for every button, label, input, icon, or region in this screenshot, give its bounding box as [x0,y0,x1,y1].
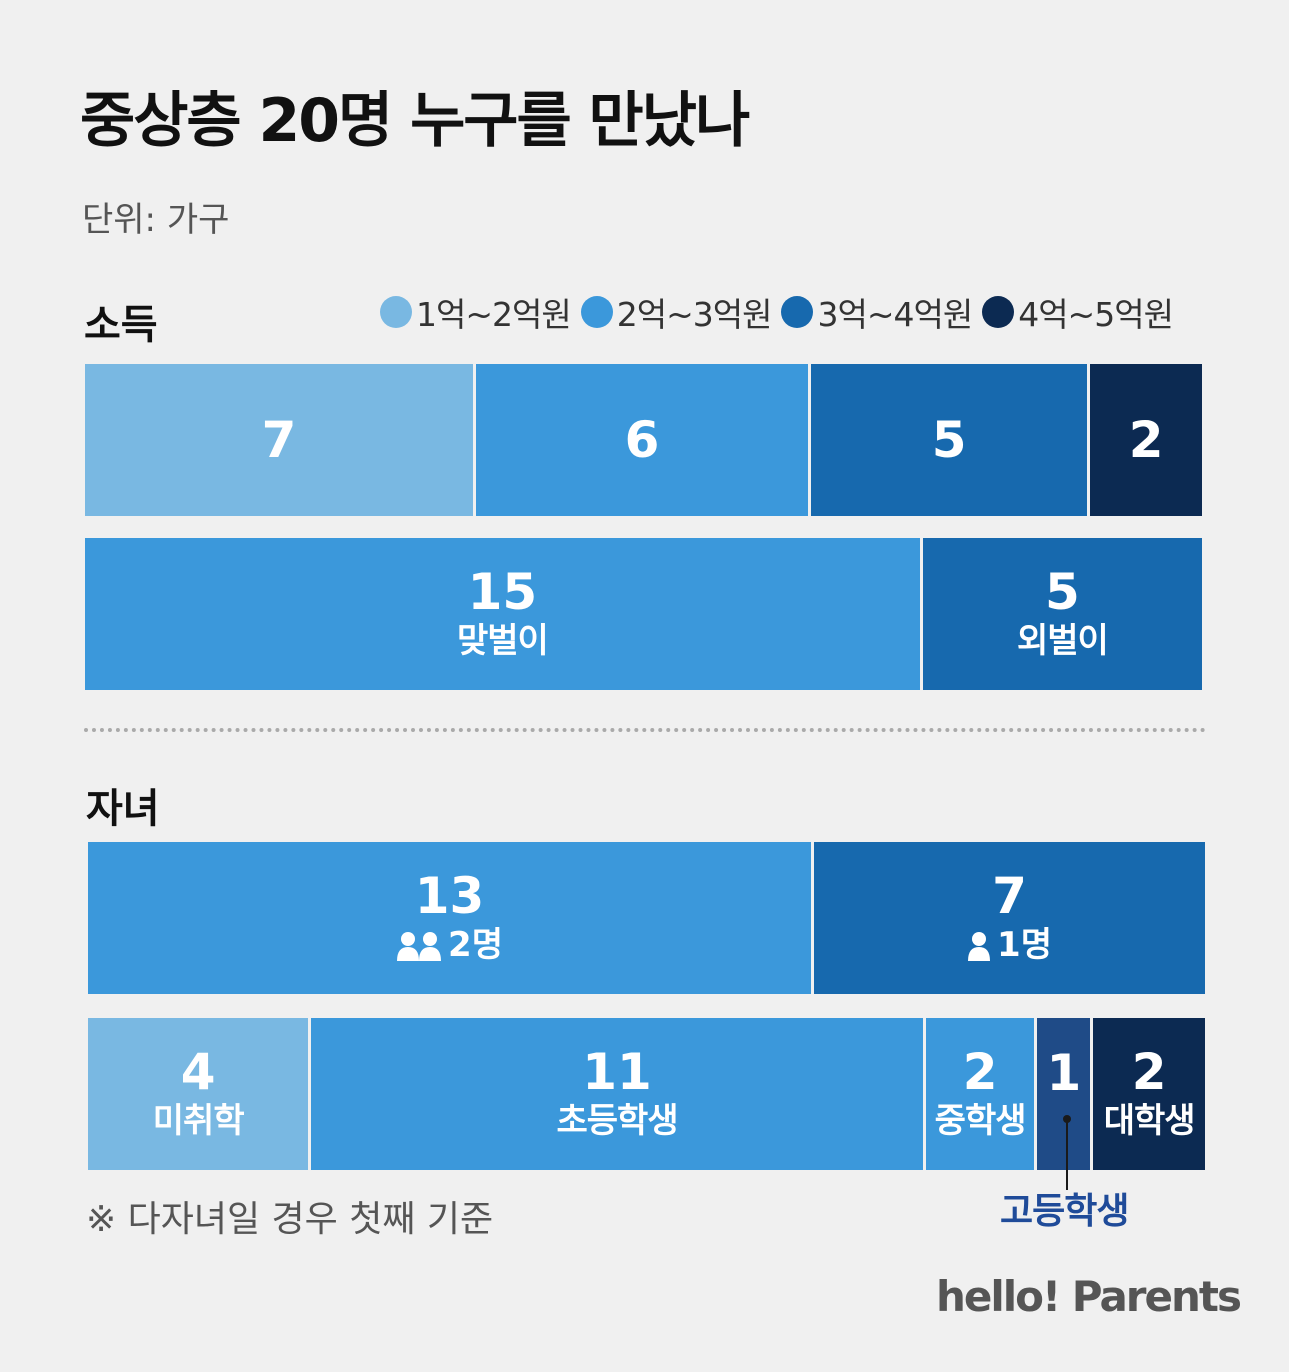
bar-segment: 5 [811,364,1088,516]
legend-dot-icon [982,296,1015,328]
bar-segment: 7 [85,364,473,516]
category-label: 미취학 [152,1101,245,1142]
data-label: 5 [1044,563,1080,622]
category-label: 중학생 [934,1101,1027,1142]
legend-item: 3억~4억원 [781,288,973,336]
data-label: 4 [180,1043,216,1102]
bar-segment: 6 [475,364,809,516]
section-label-children: 자녀 [86,786,160,832]
chart-legend: 1억~2억원 2억~3억원 3억~4억원 4억~5억원 [380,288,1174,336]
page-title: 중상층 20명 누구를 만났나 [80,86,750,156]
category-label: 2명 [396,924,503,967]
legend-label: 4억~5억원 [1018,295,1174,334]
legend-item: 2억~3억원 [580,288,773,336]
legend-dot-icon [580,296,613,328]
data-label: 13 [414,867,485,926]
children-count-bar: 13 2명 7 1명 [88,842,1205,994]
data-label: 11 [582,1043,652,1102]
category-label: 맞벌이 [456,621,549,662]
section-divider [84,728,1206,732]
unit-label: 단위: 가구 [82,200,230,240]
earners-bar: 15 맞벌이 5 외벌이 [85,538,1202,690]
bar-segment: 2 [1090,364,1202,516]
legend-dot-icon [781,296,814,328]
bar-segment: 15 맞벌이 [85,538,920,690]
category-label: 외벌이 [1016,621,1109,662]
data-label: 2 [1131,1043,1167,1102]
category-label: 대학생 [1103,1101,1196,1142]
person-icon [967,931,993,961]
bar-segment: 13 2명 [88,842,812,994]
income-bar: 7 6 5 2 [85,364,1202,516]
data-label: 2 [1128,410,1164,469]
data-label: 7 [992,867,1027,926]
bar-segment: 2 중학생 [925,1018,1035,1170]
legend-dot-icon [380,296,412,328]
callout-label-high-school: 고등학생 [1000,1191,1129,1232]
bar-segment: 11 초등학생 [311,1018,923,1170]
bar-segment: 2 대학생 [1093,1018,1205,1170]
data-label: 15 [467,563,538,622]
section-label-income: 소득 [84,302,158,348]
bar-segment: 1 [1037,1018,1091,1170]
bar-segment: 5 외벌이 [922,538,1202,690]
bar-segment: 4 미취학 [88,1018,309,1170]
category-label: 초등학생 [556,1101,679,1142]
data-label: 2 [962,1043,998,1102]
callout-dot [1063,1115,1071,1123]
legend-item: 1억~2억원 [380,288,572,336]
data-label: 5 [931,410,967,469]
data-label: 7 [261,410,297,469]
legend-item: 4억~5억원 [982,288,1174,336]
callout-line [1066,1118,1068,1190]
data-label: 6 [624,410,660,469]
data-label: 1 [1046,1043,1082,1102]
brand-logo: hello! Parents [936,1272,1242,1321]
category-text: 2명 [448,925,503,966]
footnote: ※ 다자녀일 경우 첫째 기준 [86,1199,494,1240]
school-level-bar: 4 미취학 11 초등학생 2 중학생 1 2 대학생 [88,1018,1205,1170]
category-label: 1명 [967,924,1052,967]
bar-segment: 7 1명 [814,842,1205,994]
legend-label: 2억~3억원 [616,295,773,334]
category-text: 1명 [997,925,1052,966]
legend-label: 1억~2억원 [416,295,572,334]
legend-label: 3억~4억원 [817,295,973,334]
two-people-icon [396,931,444,961]
